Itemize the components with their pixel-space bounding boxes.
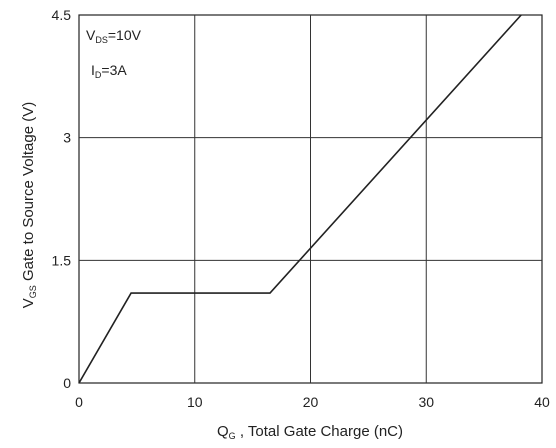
x-tick-label: 40: [534, 394, 550, 410]
vds-annotation: VDS=10V: [86, 27, 142, 45]
gate-charge-line: [78, 14, 522, 384]
y-axis-label: VGS Gate to Source Voltage (V): [20, 102, 38, 308]
x-axis-label: QG , Total Gate Charge (nC): [217, 423, 403, 441]
x-tick-label: 0: [75, 394, 83, 410]
y-tick-label: 4.5: [52, 7, 72, 23]
y-tick-label: 0: [63, 375, 71, 391]
x-tick-label: 20: [303, 394, 319, 410]
y-tick-label: 1.5: [52, 252, 72, 268]
x-tick-label: 10: [187, 394, 203, 410]
y-tick-label: 3: [63, 130, 71, 146]
x-tick-label: 30: [418, 394, 434, 410]
id-annotation: ID=3A: [91, 62, 127, 80]
